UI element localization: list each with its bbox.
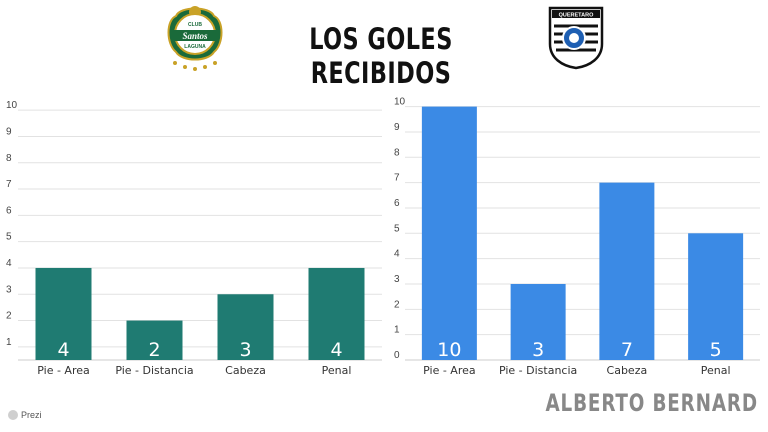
prezi-icon bbox=[8, 410, 18, 420]
right-chart-ytick-label: 0 bbox=[394, 350, 400, 361]
santos-laguna-logo: CLUB Santos LAGUNA bbox=[167, 6, 223, 71]
right-chart-bar-2 bbox=[510, 283, 566, 360]
logo-queretaro-text: QUERETARO bbox=[559, 13, 594, 19]
right-chart-ytick-label: 7 bbox=[394, 173, 400, 184]
right-chart-bar-1 bbox=[421, 106, 477, 360]
left-chart-ytick-label: 8 bbox=[6, 153, 12, 164]
left-chart-ytick-label: 5 bbox=[6, 232, 12, 243]
left-chart-category-label: Cabeza bbox=[225, 364, 266, 377]
right-chart-ytick-label: 5 bbox=[394, 223, 400, 234]
right-chart-bar-4 bbox=[688, 233, 744, 360]
left-chart-ytick-label: 6 bbox=[6, 205, 12, 216]
left-chart-data-label: 3 bbox=[239, 339, 251, 361]
right-chart-ytick-label: 8 bbox=[394, 147, 400, 158]
left-chart-category-label: Pie - Area bbox=[37, 364, 90, 377]
right-chart-data-label: 10 bbox=[437, 339, 461, 361]
right-chart-ytick-label: 10 bbox=[394, 97, 406, 108]
right-chart-data-label: 5 bbox=[710, 339, 722, 361]
left-chart-category-label: Penal bbox=[322, 364, 352, 377]
prezi-label: Prezi bbox=[21, 410, 42, 420]
prezi-watermark: Prezi bbox=[8, 410, 42, 420]
right-chart-ytick-label: 4 bbox=[394, 249, 400, 260]
chart-queretaro: 0 1 2 3 4 5 6 7 8 9 10 10 Pie - Area 3 Pie - Distancia… bbox=[394, 97, 760, 377]
left-chart-bar-4 bbox=[308, 267, 365, 360]
logo-club-text: CLUB bbox=[188, 22, 202, 28]
right-chart-ytick-label: 3 bbox=[394, 274, 400, 285]
left-chart-ytick-label: 10 bbox=[6, 100, 18, 111]
author-credit: ALBERTO BERNARD bbox=[545, 389, 758, 417]
right-chart-data-label: 7 bbox=[621, 339, 633, 361]
logo-stars bbox=[173, 61, 217, 71]
logo-santos-text: Santos bbox=[182, 31, 208, 41]
right-chart-ytick-label: 6 bbox=[394, 198, 400, 209]
right-chart-category-label: Penal bbox=[701, 364, 731, 377]
left-chart-ytick-label: 2 bbox=[6, 311, 12, 322]
right-chart-data-label: 3 bbox=[532, 339, 544, 361]
left-chart-ytick-label: 3 bbox=[6, 284, 12, 295]
right-chart-category-label: Cabeza bbox=[607, 364, 648, 377]
left-chart-ytick-label: 4 bbox=[6, 258, 12, 269]
left-chart-bar-3 bbox=[217, 294, 274, 360]
left-chart-data-label: 2 bbox=[148, 339, 160, 361]
right-chart-bar-3 bbox=[599, 182, 655, 360]
left-chart-ytick-label: 9 bbox=[6, 126, 12, 137]
left-chart-ytick-label: 1 bbox=[6, 337, 12, 348]
right-chart-category-label: Pie - Area bbox=[423, 364, 476, 377]
left-chart-bar-1 bbox=[35, 267, 92, 360]
logo-laguna-text: LAGUNA bbox=[184, 44, 206, 50]
right-chart-ytick-label: 2 bbox=[394, 299, 400, 310]
right-chart-ytick-label: 1 bbox=[394, 325, 400, 336]
page-title: LOS GOLES RECIBIDOS bbox=[309, 22, 453, 90]
chart-santos: 1 2 3 4 5 6 7 8 9 10 4 Pie - Area 2 Pie - Distancia 3 C… bbox=[6, 100, 382, 377]
left-chart-data-label: 4 bbox=[330, 339, 342, 361]
left-chart-bar-2 bbox=[126, 320, 183, 360]
right-chart-ytick-label: 9 bbox=[394, 122, 400, 133]
left-chart-data-label: 4 bbox=[57, 339, 69, 361]
left-chart-category-label: Pie - Distancia bbox=[115, 364, 193, 377]
left-chart-ytick-label: 7 bbox=[6, 179, 12, 190]
right-chart-category-label: Pie - Distancia bbox=[499, 364, 577, 377]
queretaro-logo: QUERETARO bbox=[548, 6, 604, 70]
